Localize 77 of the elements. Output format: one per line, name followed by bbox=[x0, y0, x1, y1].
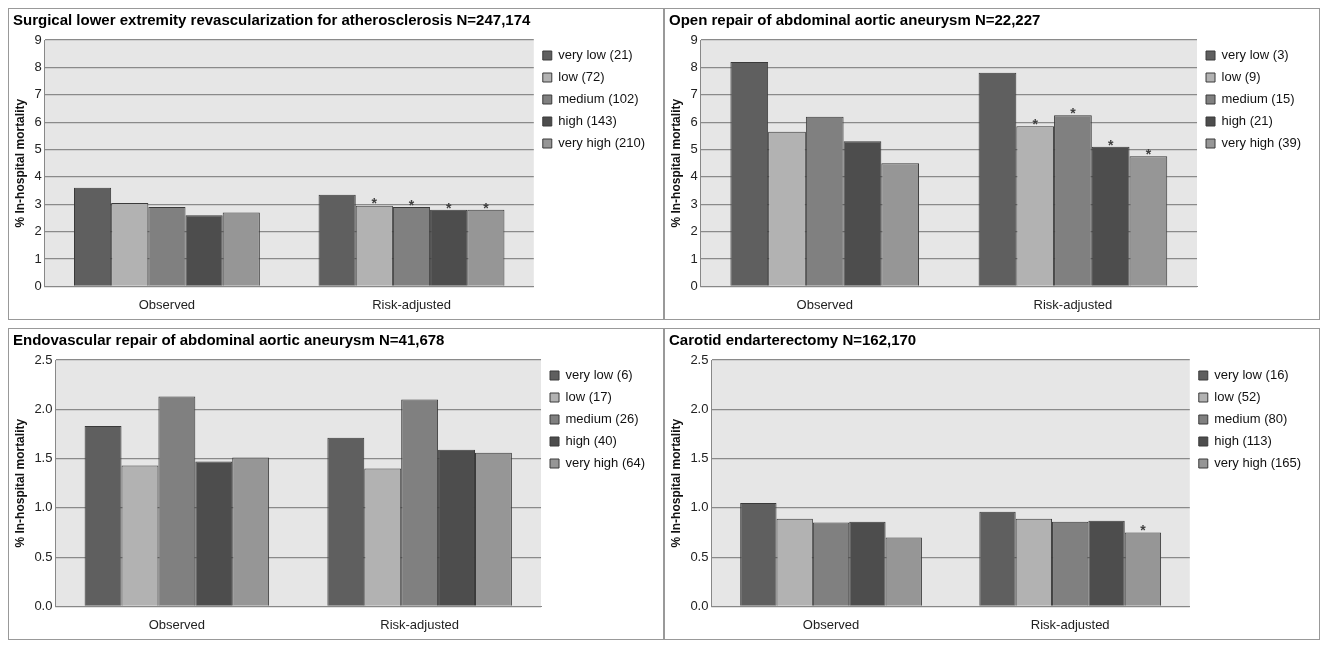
annotation: * bbox=[483, 199, 490, 216]
y-tick-label: 2.0 bbox=[690, 400, 709, 416]
y-tick-label: 0.0 bbox=[690, 597, 709, 613]
y-tick-label: 0 bbox=[690, 277, 698, 293]
legend-label: low (52) bbox=[1214, 389, 1261, 405]
legend-label: high (21) bbox=[1221, 113, 1273, 129]
legend-label: very low (16) bbox=[1214, 367, 1289, 383]
y-tick-label: 0 bbox=[34, 277, 42, 293]
y-tick-label: 7 bbox=[690, 86, 698, 102]
legend-label: very high (64) bbox=[565, 455, 646, 471]
legend-label: medium (102) bbox=[558, 91, 639, 107]
legend-label: very high (165) bbox=[1214, 455, 1302, 471]
y-tick-label: 5 bbox=[34, 141, 42, 157]
y-tick-label: 2 bbox=[690, 223, 698, 239]
annotation: * bbox=[408, 196, 415, 213]
x-tick-label: Observed bbox=[138, 296, 196, 312]
legend-label: medium (26) bbox=[565, 411, 639, 427]
legend-label: medium (15) bbox=[1221, 91, 1295, 107]
y-tick-label: 2.5 bbox=[34, 351, 53, 367]
y-tick-label: 8 bbox=[34, 58, 42, 74]
annotation: * bbox=[445, 199, 452, 216]
legend-label: low (17) bbox=[565, 389, 612, 405]
annotation: * bbox=[371, 195, 378, 212]
x-tick-label: Risk-adjusted bbox=[1030, 616, 1110, 632]
y-tick-label: 1 bbox=[690, 250, 698, 266]
y-tick-label: 0.5 bbox=[34, 548, 53, 564]
x-tick-label: Observed bbox=[148, 616, 206, 632]
legend-label: very low (3) bbox=[1221, 47, 1289, 63]
legend-label: very low (21) bbox=[558, 47, 633, 63]
y-tick-label: 2.5 bbox=[690, 351, 709, 367]
x-tick-label: Risk-adjusted bbox=[380, 616, 460, 632]
y-axis-title: % In-hospital mortality bbox=[668, 418, 683, 548]
y-tick-label: 6 bbox=[34, 113, 42, 129]
y-tick-label: 1.5 bbox=[690, 450, 709, 466]
legend-label: very low (6) bbox=[565, 367, 633, 383]
y-axis-title: % In-hospital mortality bbox=[12, 98, 27, 228]
y-tick-label: 1 bbox=[34, 250, 42, 266]
annotation: * bbox=[1107, 136, 1114, 153]
chart-title: Surgical lower extremity revascularization for atherosclerosis N=247,174 bbox=[12, 10, 532, 28]
x-tick-label: Risk-adjusted bbox=[372, 296, 451, 312]
y-tick-label: 4 bbox=[690, 168, 698, 184]
y-tick-label: 1.5 bbox=[34, 450, 53, 466]
legend-label: high (113) bbox=[1214, 433, 1272, 449]
y-tick-label: 3 bbox=[34, 195, 42, 211]
x-tick-label: Observed bbox=[802, 616, 860, 632]
legend-label: high (143) bbox=[558, 113, 617, 129]
legend-label: medium (80) bbox=[1214, 411, 1288, 427]
legend-label: high (40) bbox=[565, 433, 617, 449]
y-tick-label: 6 bbox=[690, 113, 698, 129]
legend-label: very high (210) bbox=[558, 135, 646, 151]
y-tick-label: 0.0 bbox=[34, 597, 53, 613]
legend-label: low (72) bbox=[558, 69, 605, 85]
y-tick-label: 8 bbox=[690, 58, 698, 74]
y-tick-label: 4 bbox=[34, 168, 42, 184]
legend-label: low (9) bbox=[1221, 69, 1261, 85]
y-tick-label: 9 bbox=[690, 31, 698, 47]
y-tick-label: 2.0 bbox=[34, 400, 53, 416]
y-tick-label: 3 bbox=[690, 195, 698, 211]
y-tick-label: 7 bbox=[34, 86, 42, 102]
x-tick-label: Risk-adjusted bbox=[1033, 296, 1113, 312]
chart-title: Endovascular repair of abdominal aortic aneurysm N=41,678 bbox=[12, 330, 446, 348]
y-tick-label: 9 bbox=[34, 31, 42, 47]
legend-label: very high (39) bbox=[1221, 135, 1302, 151]
y-tick-label: 0.5 bbox=[690, 548, 709, 564]
annotation: * bbox=[1145, 146, 1152, 163]
y-tick-label: 2 bbox=[34, 223, 42, 239]
y-axis-title: % In-hospital mortality bbox=[12, 418, 27, 548]
chart-title: Carotid endarterectomy N=162,170 bbox=[668, 330, 918, 348]
annotation: * bbox=[1140, 522, 1147, 539]
annotation: * bbox=[1032, 116, 1039, 133]
y-tick-label: 1.0 bbox=[690, 499, 709, 515]
y-axis-title: % In-hospital mortality bbox=[668, 98, 683, 228]
annotation: * bbox=[1070, 105, 1077, 122]
y-tick-label: 5 bbox=[690, 141, 698, 157]
y-tick-label: 1.0 bbox=[34, 499, 53, 515]
x-tick-label: Observed bbox=[796, 296, 853, 312]
chart-title: Open repair of abdominal aortic aneurysm N=22,227 bbox=[668, 10, 1042, 28]
